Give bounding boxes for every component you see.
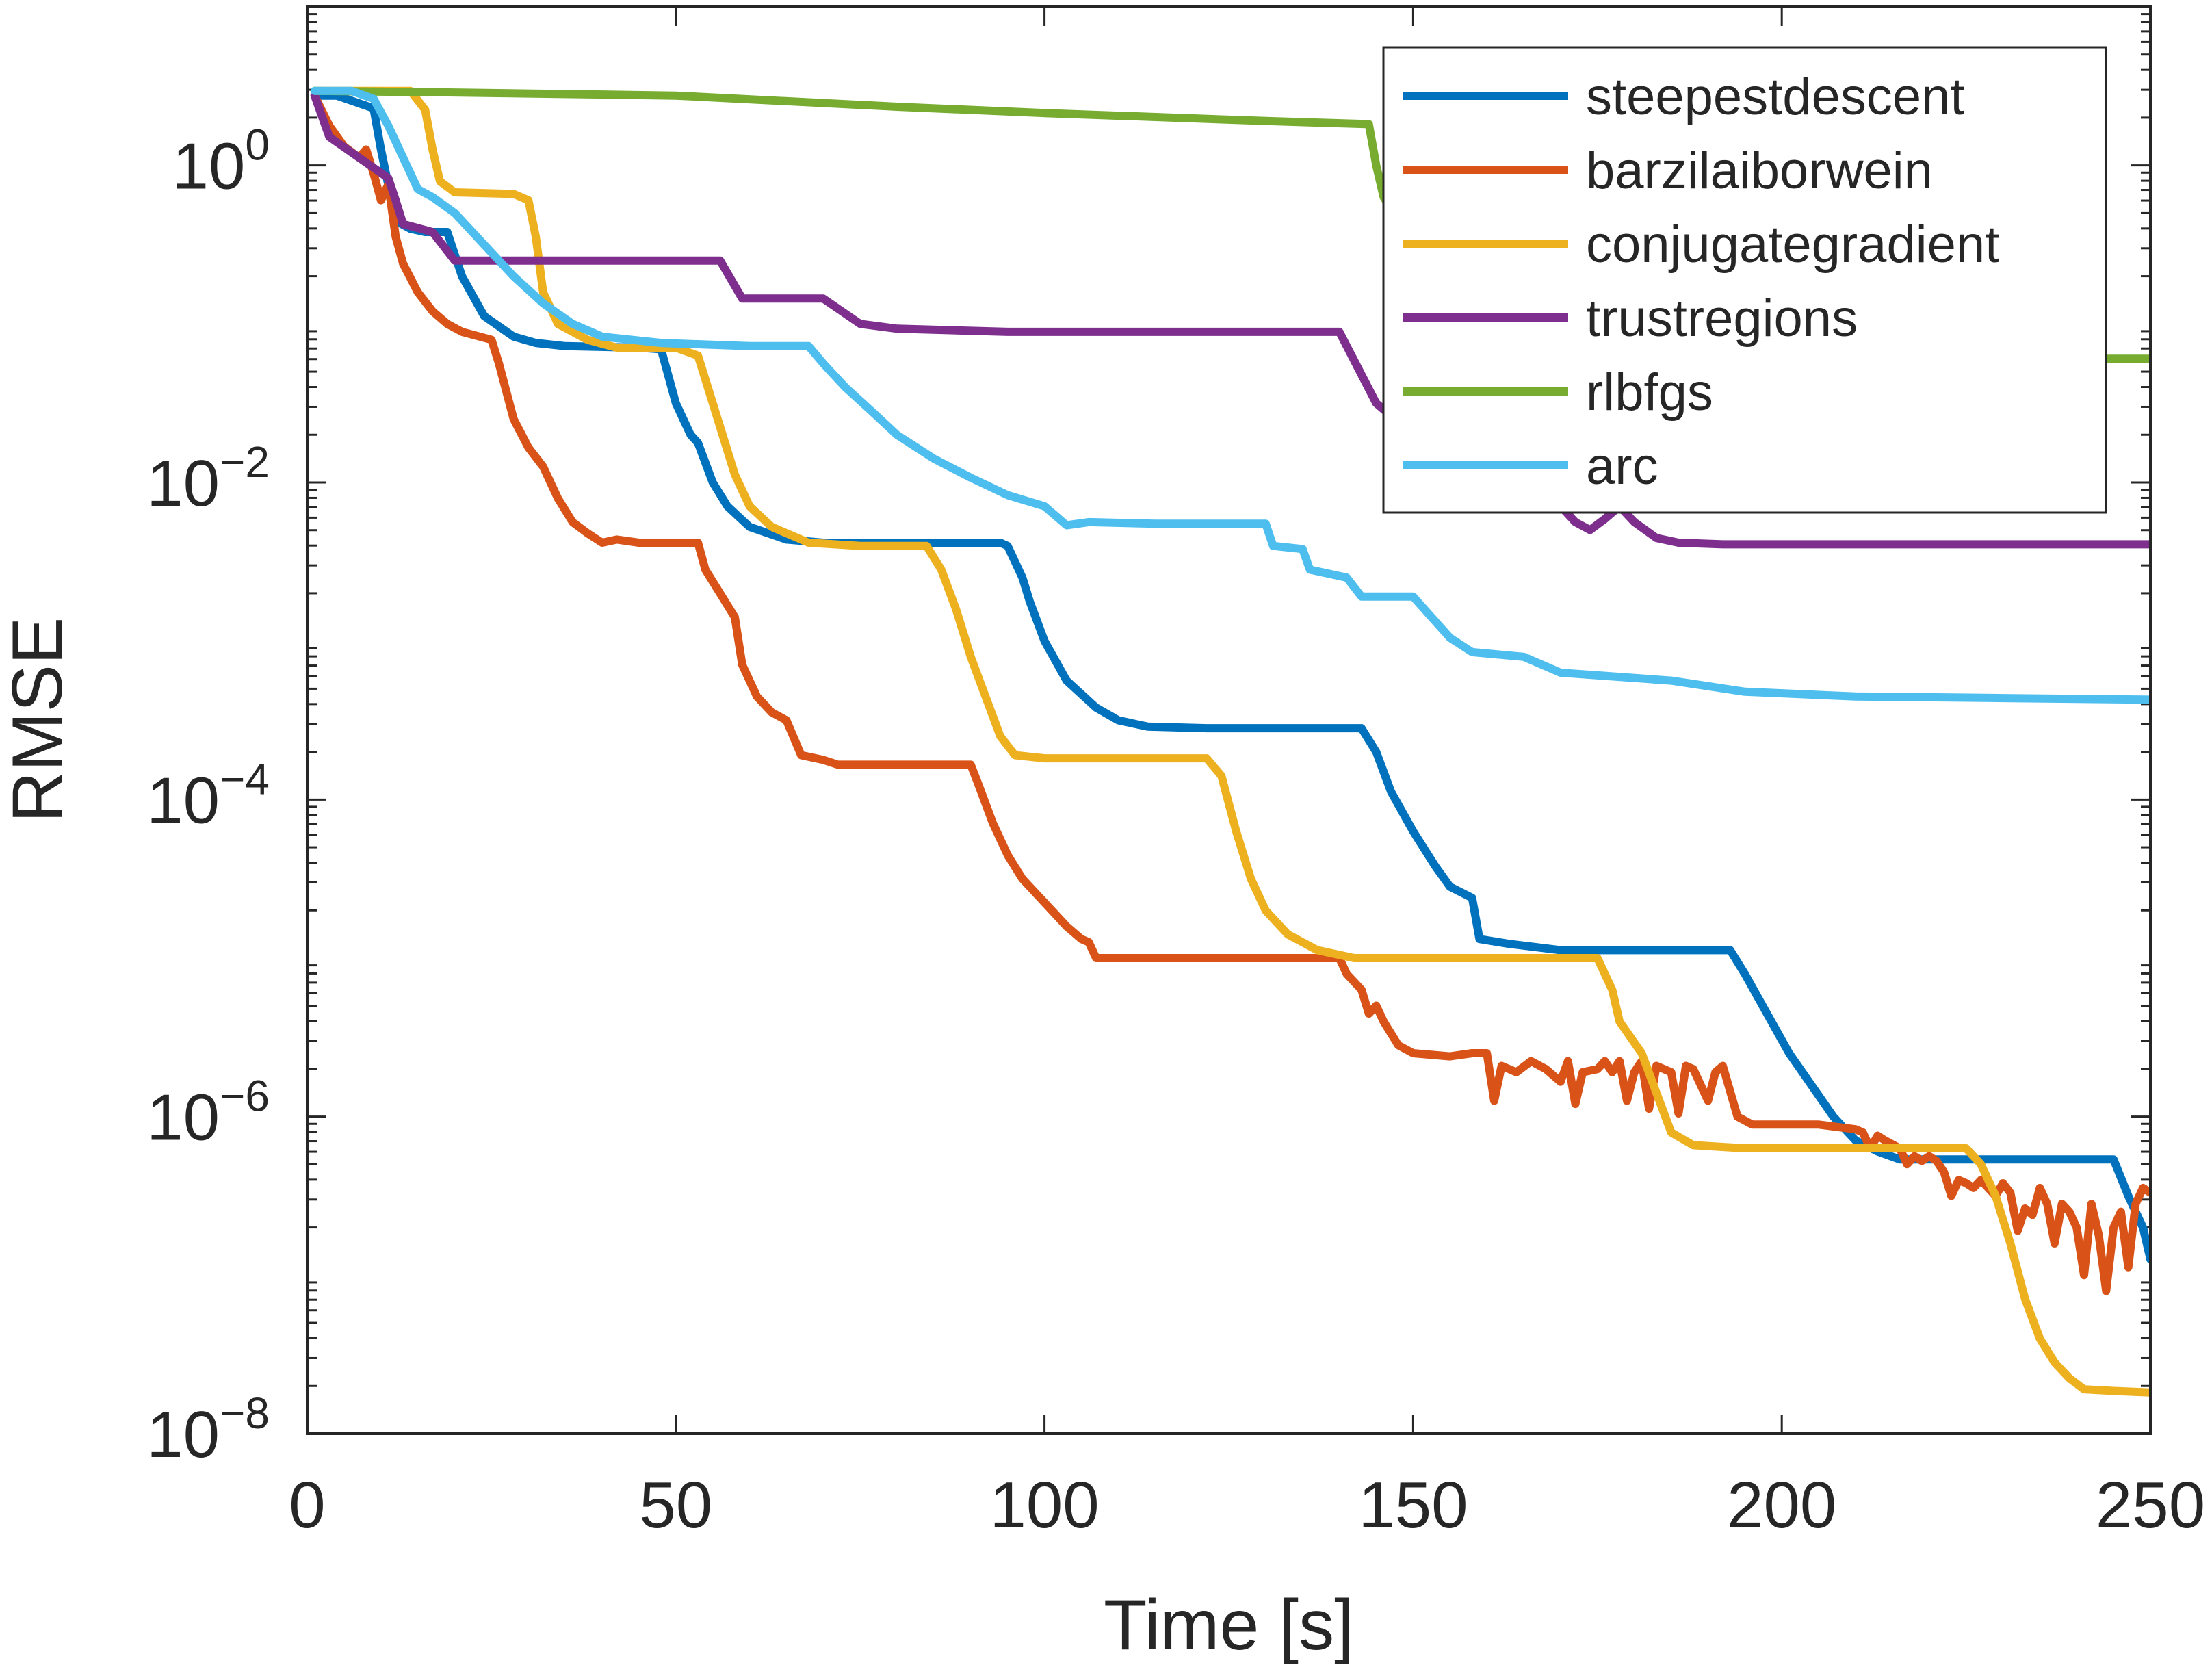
plot-frame (306, 5, 2152, 1435)
y-tick-label: 100 (172, 120, 270, 203)
legend-label-barzilaiborwein: barzilaiborwein (1586, 142, 1933, 200)
legend-label-trustregions: trustregions (1586, 289, 1858, 348)
y-tick-exponent: −8 (220, 1389, 270, 1438)
y-tick-base: 10 (172, 130, 246, 203)
x-axis-ticks: 0 50 100 150 200 250 (289, 7, 2205, 1542)
series-line-steepestdescent (310, 91, 2150, 1264)
series-line-arc (310, 86, 2150, 704)
legend-label-rlbfgs: rlbfgs (1586, 363, 1713, 422)
y-tick-label: 10−8 (146, 1389, 270, 1471)
y-tick-exponent: −2 (220, 437, 270, 487)
y-tick-base: 10 (146, 764, 220, 837)
x-tick-label: 150 (1358, 1469, 1468, 1542)
x-tick-label: 50 (639, 1469, 712, 1542)
x-tick-label: 100 (990, 1469, 1100, 1542)
legend-label-conjugategradient: conjugategradient (1586, 216, 1999, 274)
y-tick-exponent: 0 (245, 120, 270, 170)
y-tick-exponent: −4 (220, 754, 270, 803)
y-tick-base: 10 (146, 447, 220, 520)
series-layer (310, 86, 2150, 1397)
legend-box (1382, 46, 2107, 514)
y-tick-label: 10−2 (146, 437, 270, 520)
minor-ticks (307, 13, 2150, 1387)
legend-label-steepestdescent: steepestdescent (1586, 68, 1965, 126)
x-tick-label: 200 (1727, 1469, 1836, 1542)
y-tick-label: 10−4 (146, 754, 270, 837)
y-axis-title: RMSE (0, 617, 77, 823)
x-axis-title: Time [s] (1104, 1586, 1354, 1665)
y-tick-base: 10 (146, 1398, 220, 1471)
x-tick-label: 250 (2096, 1469, 2205, 1542)
y-tick-label: 10−6 (146, 1072, 270, 1154)
legend-label-arc: arc (1586, 437, 1658, 495)
y-tick-base: 10 (146, 1081, 220, 1154)
legend: steepestdescent barzilaiborwein conjugateg… (1382, 46, 2107, 514)
y-tick-exponent: −6 (220, 1072, 270, 1121)
x-tick-label: 0 (289, 1469, 325, 1542)
